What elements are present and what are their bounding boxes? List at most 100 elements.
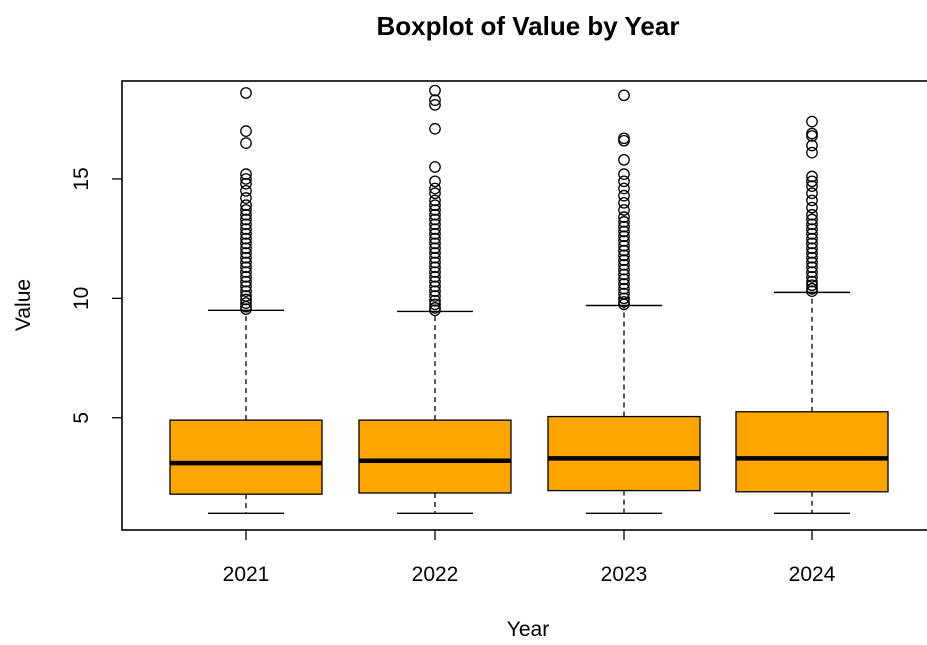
outlier-point bbox=[429, 194, 441, 207]
outlier-point bbox=[429, 242, 441, 255]
outlier-point bbox=[429, 251, 441, 264]
outlier-point bbox=[806, 187, 818, 200]
outlier-point bbox=[618, 175, 630, 188]
outlier-point bbox=[806, 266, 818, 278]
outlier-point bbox=[429, 161, 441, 173]
outlier-point bbox=[429, 280, 441, 293]
outlier-point bbox=[240, 251, 252, 264]
outlier-point bbox=[240, 213, 252, 226]
x-tick-label: 2023 bbox=[601, 563, 648, 586]
outlier-point bbox=[240, 173, 252, 185]
outlier-point bbox=[618, 292, 630, 305]
outlier-point bbox=[806, 285, 818, 298]
outlier-point bbox=[429, 266, 441, 278]
outlier-point bbox=[240, 266, 252, 278]
box-iqr bbox=[547, 415, 701, 492]
plot-frame bbox=[121, 80, 927, 531]
outlier-point bbox=[806, 170, 818, 183]
box-group-2022 bbox=[358, 84, 512, 514]
outlier-point bbox=[429, 99, 441, 111]
outlier-point bbox=[618, 278, 630, 290]
outlier-point bbox=[806, 247, 818, 259]
outlier-point bbox=[618, 196, 630, 209]
y-tick-label: 10 bbox=[70, 287, 93, 310]
x-axis: 2021 2022 2023 2024 bbox=[223, 530, 836, 586]
box-group-2021 bbox=[169, 87, 323, 514]
outlier-point bbox=[806, 242, 818, 255]
outlier-point bbox=[240, 280, 252, 293]
outlier-point bbox=[618, 89, 630, 102]
outlier-point bbox=[240, 228, 252, 240]
outlier-point bbox=[618, 168, 630, 180]
outlier-point bbox=[429, 261, 441, 274]
outlier-point bbox=[429, 294, 441, 307]
outlier-point bbox=[240, 168, 252, 180]
x-axis-title: Year bbox=[507, 618, 549, 640]
outlier-point bbox=[429, 232, 441, 245]
outlier-point bbox=[429, 298, 441, 311]
outlier-point bbox=[429, 237, 441, 250]
outlier-point bbox=[806, 115, 818, 128]
outlier-point bbox=[429, 228, 441, 240]
outlier-point bbox=[618, 220, 630, 233]
outlier-point bbox=[618, 249, 630, 262]
outlier-point bbox=[806, 261, 818, 274]
outlier-point bbox=[429, 182, 441, 195]
outlier-point bbox=[618, 182, 630, 195]
outlier-point bbox=[618, 230, 630, 243]
outlier-point bbox=[806, 256, 818, 269]
outlier-point bbox=[618, 263, 630, 276]
outlier-point bbox=[618, 225, 630, 238]
outlier-point bbox=[240, 303, 252, 315]
y-axis: 5 10 15 bbox=[70, 167, 122, 424]
box-iqr bbox=[169, 419, 323, 495]
outlier-point bbox=[806, 228, 818, 240]
chart-title: Boxplot of Value by Year bbox=[377, 11, 680, 41]
outlier-point bbox=[429, 247, 441, 259]
outlier-point bbox=[806, 237, 818, 250]
outlier-point bbox=[240, 293, 252, 306]
outlier-point bbox=[618, 153, 630, 166]
outlier-point bbox=[429, 218, 441, 231]
outlier-point bbox=[240, 204, 252, 216]
outlier-point bbox=[240, 87, 252, 99]
box-iqr bbox=[735, 411, 889, 493]
outlier-point bbox=[240, 232, 252, 245]
outlier-point bbox=[806, 208, 818, 221]
outlier-point bbox=[618, 235, 630, 247]
outlier-point bbox=[806, 139, 818, 152]
outlier-point bbox=[806, 130, 818, 142]
outlier-point bbox=[429, 290, 441, 302]
outlier-point bbox=[240, 242, 252, 255]
outlier-point bbox=[240, 285, 252, 298]
y-axis-title: Value bbox=[12, 279, 35, 331]
x-tick-label: 2022 bbox=[412, 563, 459, 586]
box-group-2023 bbox=[547, 89, 701, 514]
outlier-point bbox=[240, 223, 252, 235]
outlier-point bbox=[240, 218, 252, 231]
outlier-point bbox=[429, 223, 441, 235]
outlier-point bbox=[429, 208, 441, 221]
outlier-point bbox=[806, 275, 818, 288]
outlier-point bbox=[240, 192, 252, 204]
outlier-point bbox=[429, 187, 441, 200]
outlier-point bbox=[806, 175, 818, 188]
outlier-point bbox=[806, 146, 818, 159]
outlier-point bbox=[618, 189, 630, 202]
box-group-2024 bbox=[735, 115, 889, 514]
outlier-point bbox=[429, 204, 441, 216]
outlier-point bbox=[429, 122, 441, 135]
outlier-point bbox=[240, 247, 252, 259]
outlier-point bbox=[240, 256, 252, 269]
x-tick-label: 2024 bbox=[789, 563, 836, 586]
outlier-point bbox=[618, 282, 630, 295]
outlier-point bbox=[806, 180, 818, 192]
outlier-point bbox=[240, 275, 252, 288]
outlier-point bbox=[240, 185, 252, 197]
outlier-point bbox=[806, 194, 818, 207]
outlier-point bbox=[806, 218, 818, 231]
outlier-point bbox=[806, 279, 818, 292]
y-tick-label: 5 bbox=[70, 412, 93, 424]
